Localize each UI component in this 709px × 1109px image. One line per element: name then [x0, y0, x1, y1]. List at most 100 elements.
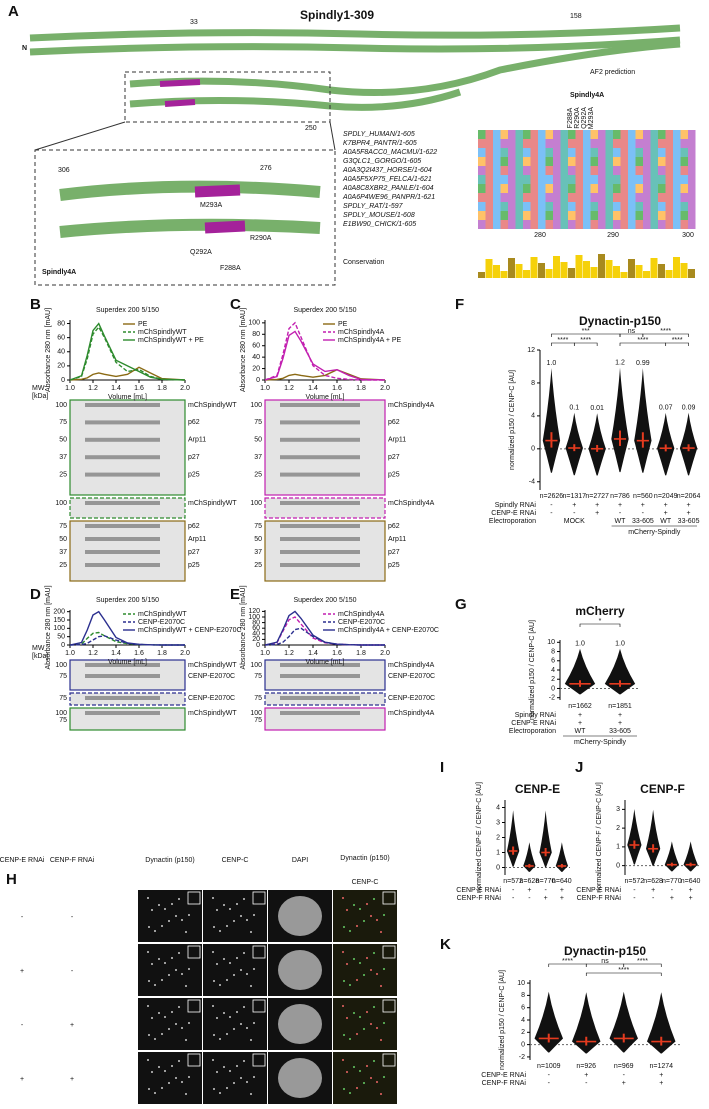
x-tick-label: 1.4	[308, 650, 318, 657]
residue-cell	[673, 220, 681, 229]
residue-cell	[620, 175, 628, 184]
condition-mark: -	[652, 895, 655, 902]
y-tick-label: 3	[616, 806, 620, 813]
speckle	[363, 1082, 365, 1084]
legend-label: mChSpindlyWT + CENP-E2070C	[138, 627, 242, 634]
residue-cell	[643, 184, 651, 193]
conservation-bar	[628, 259, 635, 278]
residue-cell	[628, 139, 636, 148]
residue-cell	[643, 193, 651, 202]
dapi-blob	[278, 950, 322, 990]
residue-cell	[568, 157, 576, 166]
residue-cell	[628, 220, 636, 229]
species-label: SPDLY_RAT/1-597	[343, 203, 404, 210]
mutation-label: M293A	[588, 107, 595, 130]
speckle	[181, 919, 183, 921]
group-label: mCherry-Spindly	[628, 529, 681, 536]
conservation-bar	[568, 268, 575, 278]
residue-cell	[545, 157, 553, 166]
residue-cell	[688, 202, 696, 211]
speckle	[219, 984, 221, 986]
speckle	[253, 968, 255, 970]
residue-cell	[530, 148, 538, 157]
residue-cell	[560, 148, 568, 157]
mutation-label: R290A	[574, 107, 581, 129]
residue-cell	[500, 166, 508, 175]
gel-band	[280, 455, 360, 460]
residue-cell	[613, 184, 621, 193]
speckle	[226, 925, 228, 927]
condition-mark: -	[528, 895, 531, 902]
series-line	[69, 631, 185, 646]
conservation-bar	[680, 263, 688, 278]
y-tick-label: 0	[531, 446, 535, 453]
x-tick-label: 1.4	[111, 385, 121, 392]
mw-tick: 100	[250, 710, 262, 717]
mw-tick: 100	[250, 402, 262, 409]
significance-bracket	[579, 623, 621, 627]
residue-cell	[583, 157, 591, 166]
panel-letter: A	[8, 3, 19, 20]
y-tick-label: 60	[252, 343, 260, 350]
residue-cell	[620, 211, 628, 220]
residue-cell	[560, 184, 568, 193]
band-label: p62	[188, 419, 200, 426]
residue-cell	[643, 202, 651, 211]
dapi-blob	[278, 1058, 322, 1098]
panel-letter: D	[30, 586, 41, 603]
y-axis-label: normalized p150 / CENP-C [AU]	[499, 970, 506, 1070]
band-label: p25	[188, 471, 200, 478]
y-axis-label: normalized p150 / CENP-C [AU]	[529, 620, 536, 720]
residue-cell	[553, 184, 561, 193]
speckle	[212, 951, 214, 953]
row-sign: -	[21, 914, 24, 921]
band-label: CENP-E2070C	[188, 673, 235, 680]
residue-cell	[530, 211, 538, 220]
speckle	[240, 915, 242, 917]
residue-cell	[523, 211, 531, 220]
value-label: 1.2	[615, 360, 625, 367]
residue-cell	[493, 202, 501, 211]
speckle	[366, 903, 368, 905]
speckle	[219, 1092, 221, 1094]
conservation-bar	[590, 267, 598, 278]
residue-cell	[658, 157, 666, 166]
residue-cell	[575, 148, 583, 157]
residue-cell	[568, 175, 576, 184]
residue-cell	[530, 193, 538, 202]
residue-cell	[485, 211, 493, 220]
residue-cell	[485, 202, 493, 211]
band-label: mChSpindly4A	[388, 500, 435, 507]
conservation-bar	[500, 271, 508, 278]
residue-cell	[598, 220, 606, 229]
residue-cell	[635, 175, 643, 184]
speckle	[216, 1071, 218, 1073]
residue-cell	[500, 130, 508, 139]
residue-cell	[508, 130, 516, 139]
value-label: 0.09	[682, 405, 696, 412]
gel-band	[280, 711, 360, 715]
residue-cell	[485, 139, 493, 148]
residue-cell	[658, 148, 666, 157]
speckle	[250, 1039, 252, 1041]
speckle	[246, 919, 248, 921]
condition-label: Spindly RNAi	[495, 502, 537, 509]
residue-cell	[650, 148, 658, 157]
residue-cell	[478, 220, 486, 229]
residue-cell	[673, 139, 681, 148]
residue-cell	[515, 220, 523, 229]
speckle	[376, 973, 378, 975]
speckle	[213, 1088, 215, 1090]
speckle	[216, 1017, 218, 1019]
residue-cell	[523, 166, 531, 175]
species-label: A0A6P4WE96_PANPR/1-621	[342, 194, 435, 201]
speckle	[343, 1034, 345, 1036]
condition-mark: +	[578, 712, 582, 719]
y-tick-label: 10	[517, 980, 525, 987]
speckle	[168, 920, 170, 922]
zoom-line	[34, 121, 126, 151]
residue-cell	[628, 148, 636, 157]
residue-cell	[523, 175, 531, 184]
speckle	[240, 969, 242, 971]
